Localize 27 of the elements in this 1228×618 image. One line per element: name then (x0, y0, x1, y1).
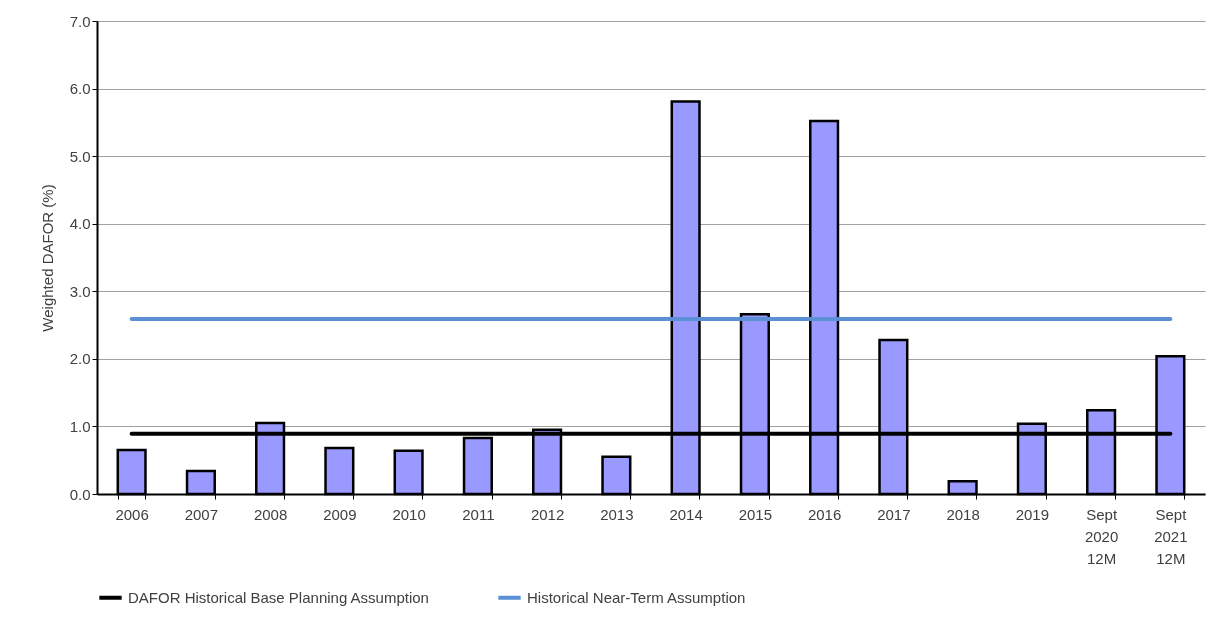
x-tick-label: 2012 (530, 505, 565, 523)
x-tick-label: Sept 2021 12M (1154, 505, 1188, 567)
legend-label: Historical Near-Term Assumption (527, 588, 746, 606)
x-tick-label: 2011 (462, 505, 495, 523)
x-tick-label: 2015 (738, 505, 773, 523)
x-tick-label: 2017 (877, 505, 911, 523)
y-tick-label: 3.0 (69, 282, 91, 300)
y-tick-label: 5.0 (69, 147, 91, 165)
x-tick-label: 2019 (1015, 505, 1050, 523)
y-tick-label: 2.0 (69, 350, 91, 368)
x-tick-label: 2006 (115, 505, 149, 523)
x-tick-label: 2010 (392, 505, 426, 523)
legend-label: DAFOR Historical Base Planning Assumption (128, 588, 429, 606)
y-tick-label: 7.0 (69, 12, 91, 30)
x-tick-label: 2013 (600, 505, 634, 523)
x-tick-label: 2014 (669, 505, 703, 523)
x-tick-label: Sept 2020 12M (1084, 505, 1119, 567)
x-tick-label: 2008 (253, 505, 288, 523)
y-axis-title: Weighted DAFOR (%) (38, 184, 56, 332)
x-tick-label: 2016 (807, 505, 842, 523)
y-tick-label: 1.0 (69, 417, 91, 435)
y-tick-label: 0.0 (69, 485, 91, 503)
y-tick-label: 4.0 (69, 215, 91, 233)
y-tick-label: 6.0 (69, 80, 91, 98)
x-tick-label: 2018 (946, 505, 980, 523)
x-tick-label: 2007 (184, 505, 219, 523)
x-tick-label: 2009 (323, 505, 357, 523)
